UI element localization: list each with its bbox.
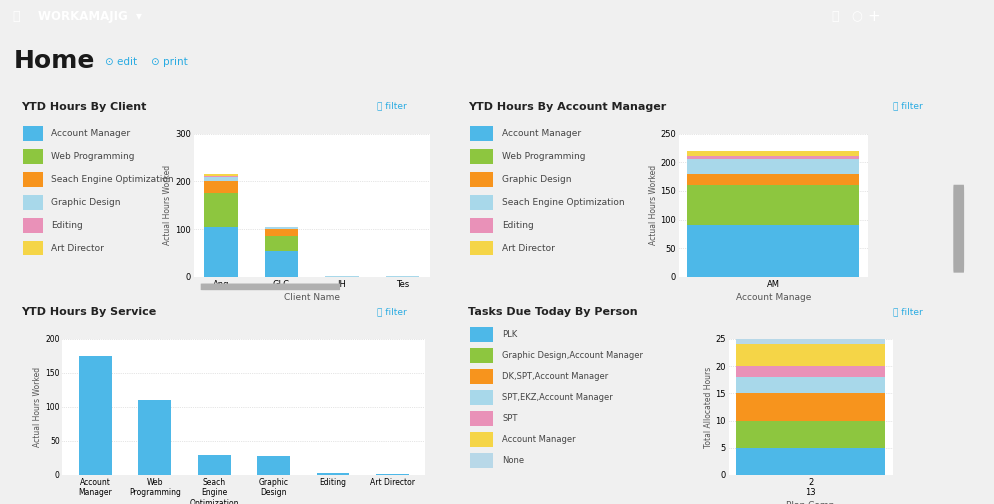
Bar	[737, 393, 886, 420]
Text: WORKAMAJIG  ▾: WORKAMAJIG ▾	[38, 10, 142, 23]
Text: SPT,EKZ,Account Manager: SPT,EKZ,Account Manager	[503, 394, 613, 402]
Bar	[264, 236, 298, 250]
Text: Account Manager: Account Manager	[503, 129, 581, 138]
Text: +: +	[868, 9, 881, 24]
Y-axis label: Actual Hours Worked: Actual Hours Worked	[649, 165, 658, 245]
Bar	[205, 227, 238, 277]
FancyBboxPatch shape	[23, 195, 43, 210]
Bar	[688, 151, 859, 157]
Y-axis label: Total Allocated Hours: Total Allocated Hours	[704, 366, 713, 448]
FancyBboxPatch shape	[470, 369, 493, 385]
Bar	[737, 377, 886, 393]
FancyBboxPatch shape	[470, 348, 493, 363]
Bar	[688, 157, 859, 159]
Bar	[205, 175, 238, 176]
Bar	[737, 366, 886, 377]
FancyBboxPatch shape	[470, 195, 493, 210]
Text: Seach Engine Optimization: Seach Engine Optimization	[503, 198, 625, 207]
Bar	[205, 174, 238, 175]
Bar	[386, 276, 419, 277]
Text: ⬜: ⬜	[12, 10, 20, 23]
FancyBboxPatch shape	[470, 391, 493, 405]
Text: DK,SPT,Account Manager: DK,SPT,Account Manager	[503, 372, 608, 382]
Text: Editing: Editing	[52, 221, 83, 230]
Text: ⊙ edit: ⊙ edit	[105, 57, 137, 67]
Text: 🔍 filter: 🔍 filter	[378, 102, 408, 111]
Text: ○: ○	[851, 10, 862, 23]
X-axis label: Account Manage: Account Manage	[736, 293, 811, 302]
Bar	[264, 229, 298, 236]
Text: 🔍 filter: 🔍 filter	[893, 102, 922, 111]
Bar	[205, 176, 238, 181]
Bar	[205, 181, 238, 193]
Text: Tasks Due Today By Person: Tasks Due Today By Person	[468, 307, 637, 317]
Text: Account Manager: Account Manager	[52, 129, 130, 138]
FancyBboxPatch shape	[470, 126, 493, 141]
FancyBboxPatch shape	[470, 328, 493, 342]
FancyBboxPatch shape	[470, 172, 493, 187]
Text: YTD Hours By Account Manager: YTD Hours By Account Manager	[468, 102, 666, 112]
FancyBboxPatch shape	[470, 240, 493, 256]
FancyBboxPatch shape	[470, 411, 493, 426]
Text: Account Manager: Account Manager	[503, 435, 577, 445]
FancyBboxPatch shape	[23, 126, 43, 141]
Bar	[79, 356, 111, 475]
FancyBboxPatch shape	[23, 172, 43, 187]
Bar	[376, 474, 409, 475]
Bar	[737, 448, 886, 475]
FancyBboxPatch shape	[953, 185, 964, 273]
Bar	[257, 456, 290, 475]
Y-axis label: Actual Hours Worked: Actual Hours Worked	[163, 165, 172, 245]
FancyBboxPatch shape	[23, 240, 43, 256]
Bar	[737, 339, 886, 344]
X-axis label: Plan Comp: Plan Comp	[786, 501, 835, 504]
Bar	[138, 400, 171, 475]
Text: 🔍 filter: 🔍 filter	[893, 307, 922, 316]
Text: PLK: PLK	[503, 331, 518, 339]
Text: Art Director: Art Director	[52, 243, 104, 253]
FancyBboxPatch shape	[201, 284, 340, 290]
Bar	[737, 420, 886, 448]
Bar	[317, 473, 350, 475]
Bar	[205, 193, 238, 227]
Bar	[198, 455, 231, 475]
Text: ⊙ print: ⊙ print	[151, 57, 188, 67]
Text: Editing: Editing	[503, 221, 534, 230]
Text: SPT: SPT	[503, 414, 518, 423]
Bar	[737, 344, 886, 366]
FancyBboxPatch shape	[470, 454, 493, 468]
Text: Web Programming: Web Programming	[503, 152, 586, 161]
Text: Graphic Design,Account Manager: Graphic Design,Account Manager	[503, 351, 643, 360]
Text: None: None	[503, 457, 525, 465]
Bar	[264, 250, 298, 277]
FancyBboxPatch shape	[23, 149, 43, 164]
Bar	[688, 174, 859, 185]
Text: Graphic Design: Graphic Design	[52, 198, 121, 207]
Text: Graphic Design: Graphic Design	[503, 175, 572, 184]
Bar	[688, 185, 859, 225]
Text: Seach Engine Optimization: Seach Engine Optimization	[52, 175, 174, 184]
Bar	[688, 225, 859, 277]
Bar	[688, 159, 859, 174]
Y-axis label: Actual Hours Worked: Actual Hours Worked	[34, 367, 43, 447]
X-axis label: Client Name: Client Name	[283, 293, 340, 302]
Bar	[325, 276, 359, 277]
Text: YTD Hours By Client: YTD Hours By Client	[21, 102, 146, 112]
Text: YTD Hours By Service: YTD Hours By Service	[21, 307, 156, 317]
Bar	[264, 227, 298, 229]
Text: Web Programming: Web Programming	[52, 152, 135, 161]
FancyBboxPatch shape	[23, 218, 43, 233]
FancyBboxPatch shape	[470, 432, 493, 448]
Text: Art Director: Art Director	[503, 243, 556, 253]
Text: 🔍 filter: 🔍 filter	[378, 307, 408, 316]
FancyBboxPatch shape	[470, 149, 493, 164]
Text: 🔔: 🔔	[831, 10, 839, 23]
FancyBboxPatch shape	[470, 218, 493, 233]
Text: Home: Home	[14, 48, 95, 73]
